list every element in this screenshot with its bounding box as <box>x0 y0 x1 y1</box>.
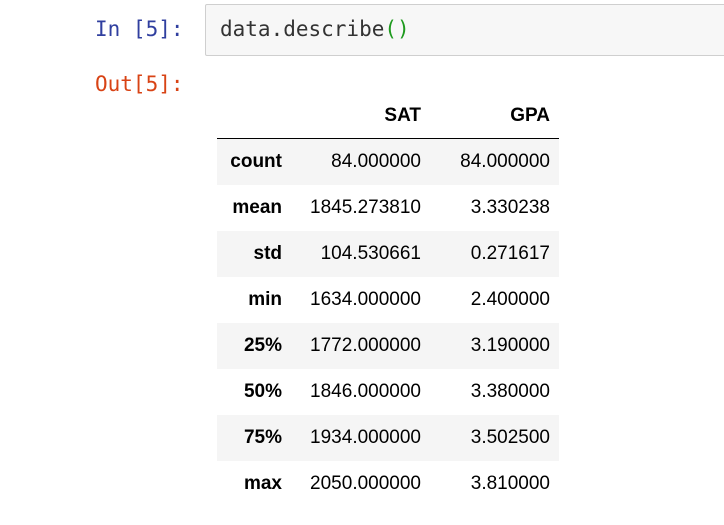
sat-cell: 1772.000000 <box>310 335 421 356</box>
table-row: 50% 1846.000000 3.380000 <box>217 369 559 415</box>
gpa-cell: 3.380000 <box>470 381 550 402</box>
gpa-cell: 2.400000 <box>470 289 550 310</box>
row-label: std <box>253 243 283 264</box>
gpa-cell: 84.000000 <box>460 151 550 172</box>
table-row: count 84.000000 84.000000 <box>217 138 559 185</box>
column-header-sat: SAT <box>291 94 430 139</box>
row-label: 25% <box>243 335 282 356</box>
table-row: 75% 1934.000000 3.502500 <box>217 415 559 461</box>
gpa-cell: 3.810000 <box>470 473 550 494</box>
input-prompt: In [5]: <box>95 17 184 41</box>
row-label: count <box>230 151 282 172</box>
table-row: max 2050.000000 3.810000 <box>217 461 559 507</box>
sat-cell: 1845.273810 <box>310 197 421 218</box>
code-call: data.describe <box>220 17 385 41</box>
code-input-area[interactable]: data.describe() <box>205 4 724 56</box>
row-label: 75% <box>243 427 282 448</box>
gpa-cell: 3.330238 <box>470 197 550 218</box>
gpa-cell: 3.190000 <box>470 335 550 356</box>
describe-output-table: SAT GPA count 84.000000 84.000000 mean 1… <box>217 94 559 507</box>
sat-cell: 2050.000000 <box>310 473 421 494</box>
table-row: std 104.530661 0.271617 <box>217 231 559 277</box>
code-line: data.describe() <box>220 17 410 41</box>
column-header-gpa: GPA <box>430 94 559 139</box>
table-header-row: SAT GPA <box>217 94 559 139</box>
sat-cell: 1634.000000 <box>310 289 421 310</box>
row-label: min <box>248 289 282 310</box>
sat-cell: 1934.000000 <box>310 427 421 448</box>
sat-cell: 84.000000 <box>331 151 421 172</box>
table-row: 25% 1772.000000 3.190000 <box>217 323 559 369</box>
row-label: max <box>243 473 282 494</box>
sat-cell: 1846.000000 <box>310 381 421 402</box>
row-label: 50% <box>243 381 282 402</box>
code-parens: () <box>384 17 410 41</box>
row-label: mean <box>232 197 282 218</box>
gpa-cell: 3.502500 <box>470 427 550 448</box>
sat-cell: 104.530661 <box>320 243 421 264</box>
index-header <box>217 94 291 139</box>
table-row: min 1634.000000 2.400000 <box>217 277 559 323</box>
table-row: mean 1845.273810 3.330238 <box>217 185 559 231</box>
gpa-cell: 0.271617 <box>470 243 550 264</box>
output-prompt: Out[5]: <box>95 72 184 96</box>
